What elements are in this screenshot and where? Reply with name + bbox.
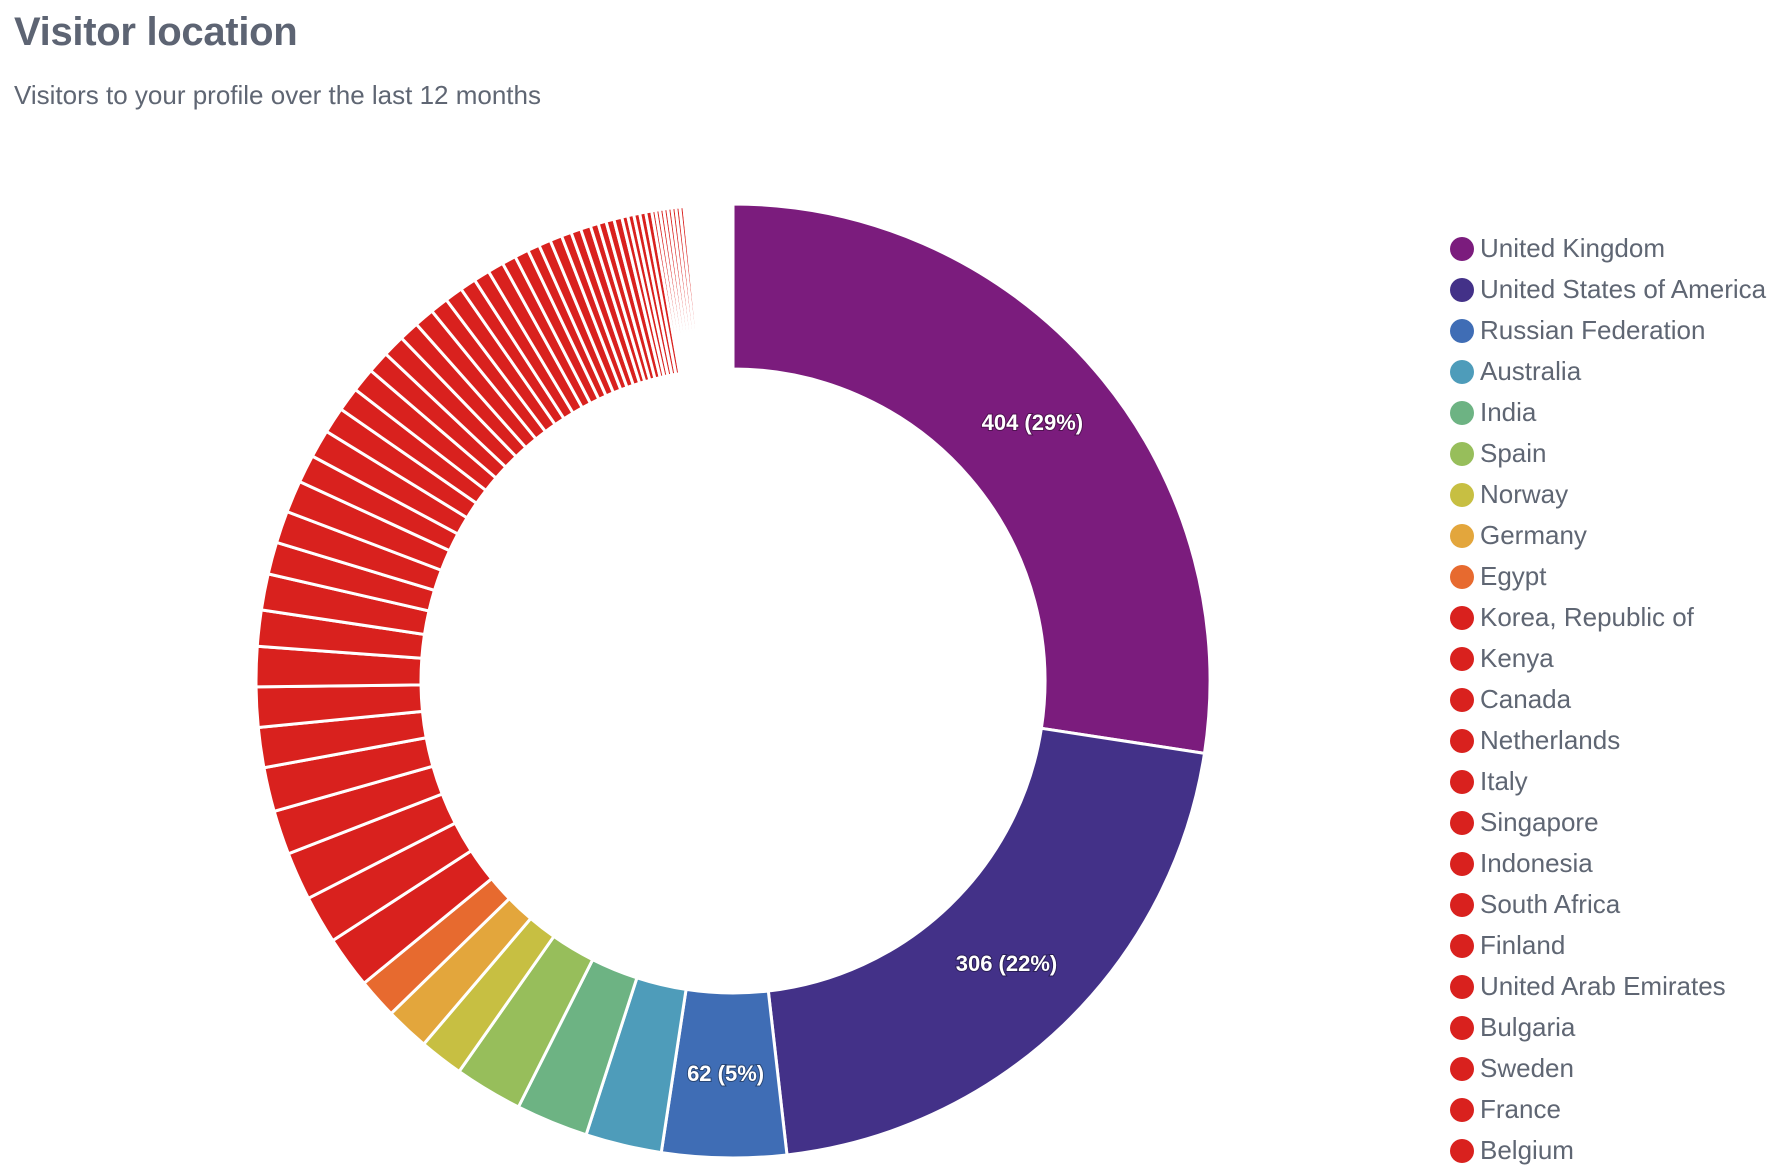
legend-item[interactable]: India <box>1450 392 1766 433</box>
slice-value-label: 306 (22%) <box>956 951 1058 976</box>
legend-swatch <box>1450 892 1474 917</box>
legend-item[interactable]: Norway <box>1450 474 1766 515</box>
legend-swatch <box>1450 687 1474 712</box>
legend-item[interactable]: United Kingdom <box>1450 228 1766 269</box>
legend-label: Korea, Republic of <box>1480 602 1694 632</box>
legend-item[interactable]: Netherlands <box>1450 720 1766 761</box>
page-subtitle: Visitors to your profile over the last 1… <box>14 80 541 110</box>
slice-value-label: 62 (5%) <box>687 1061 764 1086</box>
legend-label: Russian Federation <box>1480 315 1706 345</box>
legend-label: Germany <box>1480 520 1587 550</box>
donut-slice-united-states-of-america[interactable] <box>766 726 1207 1157</box>
legend-swatch <box>1450 236 1474 261</box>
legend-label: Netherlands <box>1480 725 1621 755</box>
legend-swatch <box>1450 1138 1474 1163</box>
legend-item[interactable]: Belgium <box>1450 1130 1766 1171</box>
legend-swatch <box>1450 933 1474 958</box>
legend-swatch <box>1450 810 1474 835</box>
slice-value-label: 404 (29%) <box>982 410 1084 435</box>
legend-item[interactable]: United States of America <box>1450 269 1766 310</box>
legend-label: United Arab Emirates <box>1480 971 1726 1001</box>
legend-swatch <box>1450 564 1474 589</box>
legend-label: Finland <box>1480 930 1566 960</box>
donut-slice-unlisted[interactable] <box>704 203 719 372</box>
legend-swatch <box>1450 851 1474 876</box>
legend-label: United States of America <box>1480 274 1767 304</box>
legend-label: Canada <box>1480 684 1572 714</box>
legend-item[interactable]: United Arab Emirates <box>1450 966 1766 1007</box>
legend-label: Sweden <box>1480 1053 1574 1083</box>
legend-item[interactable]: Finland <box>1450 925 1766 966</box>
legend-label: France <box>1480 1094 1561 1124</box>
legend-swatch <box>1450 769 1474 794</box>
legend-swatch <box>1450 277 1474 302</box>
legend-label: India <box>1480 397 1537 427</box>
legend-swatch <box>1450 605 1474 630</box>
legend-label: Singapore <box>1480 807 1599 837</box>
legend-label: Belgium <box>1480 1135 1574 1165</box>
legend-label: Indonesia <box>1480 848 1593 878</box>
legend-label: Norway <box>1480 479 1569 509</box>
legend-swatch <box>1450 523 1474 548</box>
legend-swatch <box>1450 1056 1474 1081</box>
legend-item[interactable]: France <box>1450 1089 1766 1130</box>
chart-legend: United Kingdom United States of America Ru… <box>1450 228 1766 1171</box>
legend-item[interactable]: Bulgaria <box>1450 1007 1766 1048</box>
legend-item[interactable]: Russian Federation <box>1450 310 1766 351</box>
legend-swatch <box>1450 400 1474 425</box>
legend-swatch <box>1450 441 1474 466</box>
legend-label: Bulgaria <box>1480 1012 1576 1042</box>
legend-swatch <box>1450 359 1474 384</box>
legend-swatch <box>1450 482 1474 507</box>
legend-item[interactable]: Egypt <box>1450 556 1766 597</box>
legend-item[interactable]: Canada <box>1450 679 1766 720</box>
legend-label: United Kingdom <box>1480 233 1665 263</box>
legend-item[interactable]: Korea, Republic of <box>1450 597 1766 638</box>
legend-label: South Africa <box>1480 889 1621 919</box>
legend-swatch <box>1450 646 1474 671</box>
legend-item[interactable]: Singapore <box>1450 802 1766 843</box>
legend-swatch <box>1450 974 1474 999</box>
legend-label: Australia <box>1480 356 1582 386</box>
legend-item[interactable]: Spain <box>1450 433 1766 474</box>
legend-item[interactable]: Australia <box>1450 351 1766 392</box>
legend-swatch <box>1450 1015 1474 1040</box>
legend-label: Egypt <box>1480 561 1547 591</box>
legend-swatch <box>1450 728 1474 753</box>
donut-slice-united-kingdom[interactable] <box>731 202 1212 756</box>
legend-item[interactable]: Italy <box>1450 761 1766 802</box>
legend-label: Spain <box>1480 438 1547 468</box>
legend-label: Kenya <box>1480 643 1554 673</box>
legend-item[interactable]: Kenya <box>1450 638 1766 679</box>
legend-item[interactable]: Germany <box>1450 515 1766 556</box>
legend-label: Italy <box>1480 766 1528 796</box>
legend-item[interactable]: South Africa <box>1450 884 1766 925</box>
legend-item[interactable]: Sweden <box>1450 1048 1766 1089</box>
legend-swatch <box>1450 1097 1474 1122</box>
page-title: Visitor location <box>14 10 298 54</box>
legend-item[interactable]: Indonesia <box>1450 843 1766 884</box>
legend-swatch <box>1450 318 1474 343</box>
